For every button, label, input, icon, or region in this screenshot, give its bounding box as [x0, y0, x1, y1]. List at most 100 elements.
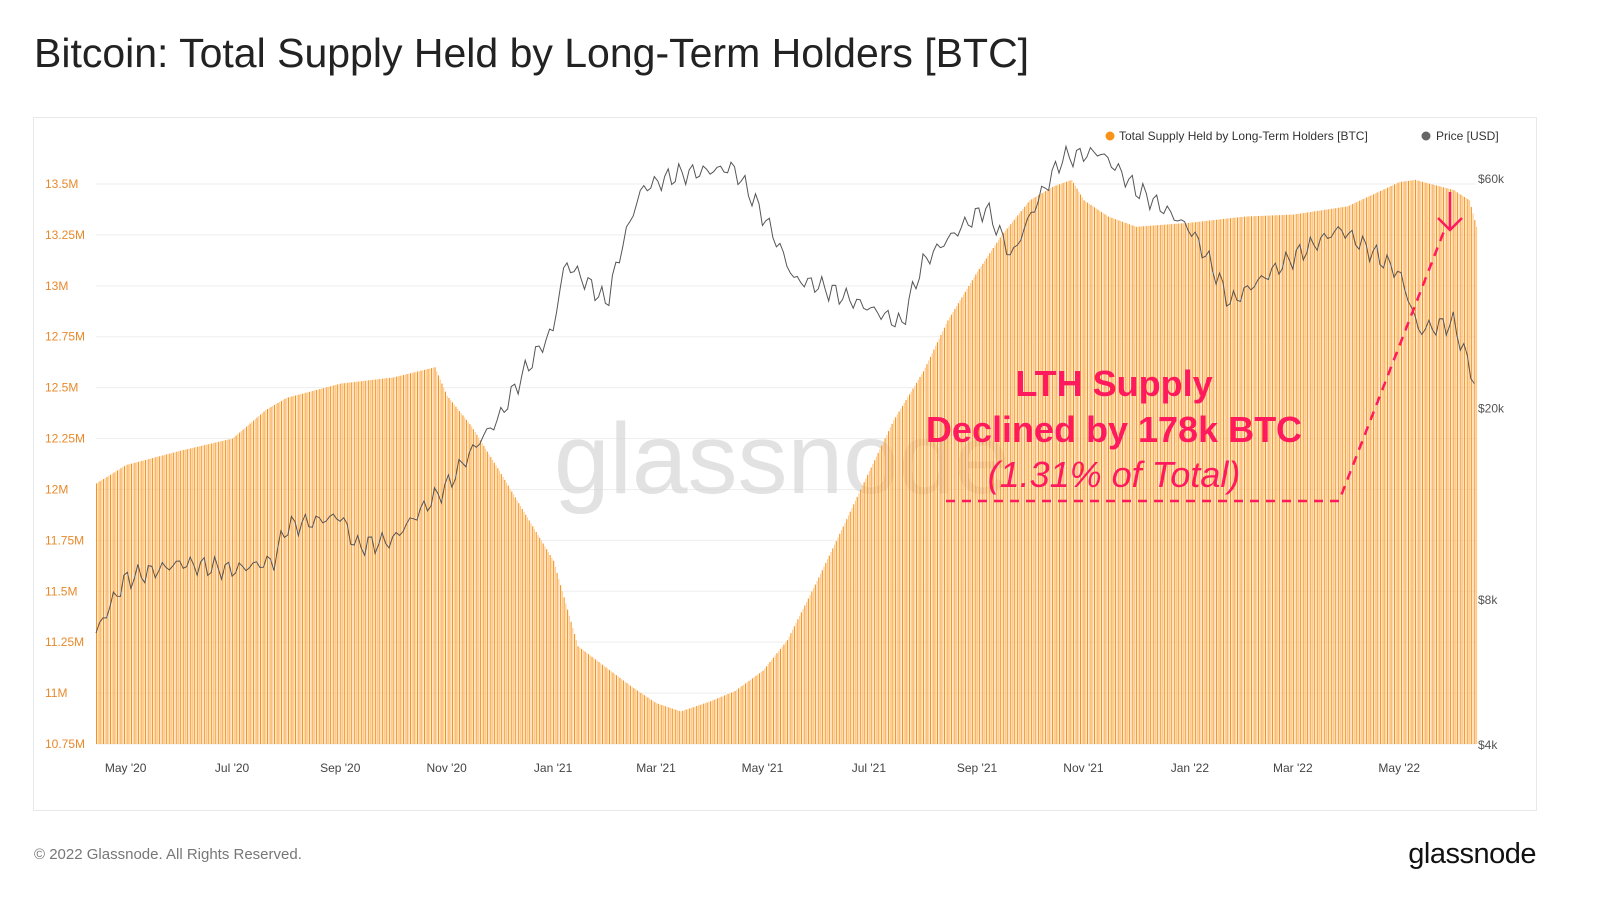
- lth-supply-bar: [1331, 208, 1333, 745]
- lth-supply-bar: [1174, 223, 1176, 745]
- legend-label: Price [USD]: [1436, 129, 1499, 143]
- lth-supply-bar: [751, 678, 754, 744]
- lth-supply-bar: [1202, 221, 1204, 745]
- y-right-tick-label: $60k: [1478, 172, 1505, 186]
- lth-supply-bar: [922, 371, 925, 744]
- lth-supply-bar: [1423, 182, 1425, 744]
- lth-supply-bar: [626, 683, 628, 744]
- lth-supply-bar: [806, 601, 808, 744]
- lth-supply-bar: [1113, 218, 1115, 744]
- lth-supply-bar: [444, 391, 447, 744]
- lth-supply-bar: [183, 449, 185, 744]
- lth-supply-bar: [1453, 190, 1455, 744]
- lth-supply-bar: [230, 438, 232, 744]
- lth-supply-bar: [896, 414, 898, 744]
- lth-supply-bar: [928, 360, 930, 744]
- lth-supply-bar: [397, 376, 399, 744]
- lth-supply-bar: [1301, 213, 1303, 744]
- lth-supply-bar: [1072, 182, 1075, 744]
- lth-supply-bar: [1460, 194, 1462, 744]
- lth-supply-bar: [1086, 202, 1089, 745]
- lth-supply-bar: [104, 477, 106, 744]
- lth-supply-bar: [441, 383, 443, 744]
- lth-supply-bar: [1240, 216, 1242, 744]
- lth-supply-bar: [1395, 183, 1397, 745]
- lth-supply-bar: [1296, 214, 1298, 744]
- lth-supply-bar: [575, 640, 577, 744]
- lth-supply-bar: [1170, 224, 1172, 744]
- lth-supply-bar: [1006, 228, 1008, 744]
- lth-supply-bar: [1455, 191, 1457, 744]
- lth-supply-bar: [643, 695, 645, 744]
- lth-supply-bar: [153, 457, 155, 744]
- lth-supply-bar: [1451, 189, 1453, 745]
- lth-supply-bar: [1360, 199, 1362, 744]
- lth-supply-bar: [219, 441, 221, 744]
- lth-supply-bar: [854, 500, 857, 744]
- y-left-tick-label: 10.75M: [45, 737, 85, 751]
- lth-supply-bar: [1128, 224, 1130, 744]
- lth-supply-bar: [785, 642, 787, 744]
- lth-supply-bar: [1149, 225, 1151, 744]
- lth-supply-bar: [1257, 216, 1260, 744]
- page-title: Bitcoin: Total Supply Held by Long-Term …: [34, 30, 1030, 76]
- lth-supply-bar: [1343, 206, 1345, 744]
- lth-supply-bar: [1380, 190, 1382, 744]
- lth-supply-bar: [601, 664, 604, 744]
- lth-supply-bar: [263, 411, 265, 744]
- lth-supply-bar: [1280, 215, 1282, 744]
- lth-supply-bar: [1184, 223, 1186, 744]
- lth-supply-bar: [820, 573, 822, 744]
- lth-supply-bar: [460, 413, 462, 744]
- lth-supply-bar: [556, 572, 558, 744]
- lth-supply-bar: [399, 375, 401, 744]
- lth-supply-bar: [647, 697, 649, 744]
- lth-supply-bar: [652, 700, 654, 744]
- legend-marker-0: [1105, 131, 1115, 141]
- lth-supply-bar: [1312, 211, 1314, 744]
- lth-supply-bar: [1332, 208, 1335, 744]
- lth-supply-bar: [141, 460, 143, 744]
- lth-supply-bar: [765, 666, 768, 744]
- lth-supply-bar: [832, 548, 834, 744]
- lth-supply-bar: [1137, 226, 1139, 744]
- lth-supply-bar: [1216, 219, 1218, 745]
- lth-supply-bar: [537, 534, 539, 744]
- lth-supply-bar: [362, 380, 365, 744]
- x-tick-label: Mar '22: [1273, 761, 1313, 775]
- lth-supply-bar: [1085, 201, 1087, 745]
- lth-supply-bar: [1223, 218, 1225, 744]
- lth-supply-bar: [582, 650, 584, 744]
- lth-supply-bar: [387, 378, 389, 744]
- lth-supply-bar: [1364, 198, 1366, 745]
- lth-supply-bar: [753, 677, 755, 744]
- lth-supply-bar: [317, 389, 319, 744]
- lth-supply-bar: [1420, 181, 1422, 745]
- lth-supply-bar: [621, 679, 623, 744]
- lth-supply-bar: [1001, 234, 1003, 744]
- lth-supply-bar: [254, 419, 256, 744]
- lth-supply-bar: [303, 393, 305, 744]
- lth-supply-bar: [134, 462, 136, 744]
- lth-supply-bar: [868, 471, 870, 744]
- lth-supply-bar: [1132, 225, 1134, 744]
- lth-supply-bar: [804, 605, 806, 744]
- lth-supply-bar: [1249, 216, 1251, 744]
- lth-supply-bar: [314, 390, 316, 744]
- lth-supply-bar: [1200, 221, 1202, 744]
- lth-supply-bar: [1263, 215, 1265, 745]
- lth-supply-bar: [1282, 214, 1284, 744]
- y-left-tick-label: 11.75M: [45, 533, 84, 547]
- lth-supply-bar: [968, 285, 970, 744]
- lth-supply-bar: [396, 376, 398, 744]
- lth-supply-bar: [884, 438, 886, 744]
- lth-supply-bar: [1250, 216, 1253, 745]
- lth-supply-bar: [1177, 223, 1179, 744]
- lth-supply-bar: [467, 421, 469, 744]
- lth-supply-bar: [533, 529, 536, 744]
- lth-supply-bar: [823, 566, 825, 744]
- lth-supply-bar: [980, 266, 982, 744]
- lth-supply-bar: [1175, 223, 1178, 744]
- lth-supply-bar: [214, 442, 216, 744]
- lth-supply-bar: [115, 471, 117, 744]
